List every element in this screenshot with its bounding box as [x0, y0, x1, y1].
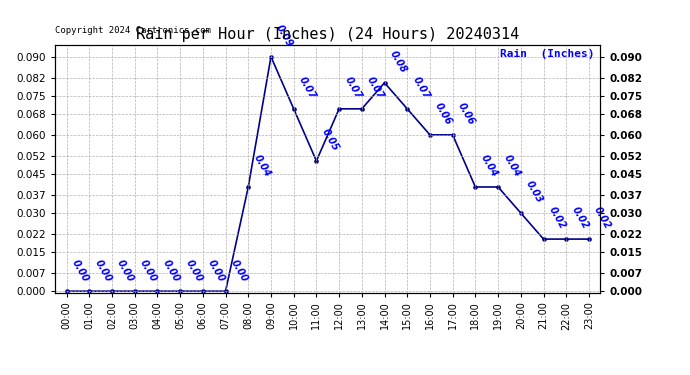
Text: 0.05: 0.05 [319, 128, 340, 153]
Text: 0.00: 0.00 [161, 258, 181, 284]
Text: 0.03: 0.03 [524, 180, 545, 205]
Text: 0.00: 0.00 [70, 258, 90, 284]
Text: 0.06: 0.06 [456, 101, 477, 127]
Text: 0.07: 0.07 [365, 75, 386, 101]
Title: Rain per Hour (Inches) (24 Hours) 20240314: Rain per Hour (Inches) (24 Hours) 202403… [136, 27, 520, 42]
Text: 0.07: 0.07 [297, 75, 318, 101]
Text: 0.00: 0.00 [184, 258, 204, 284]
Text: 0.00: 0.00 [115, 258, 136, 284]
Text: 0.08: 0.08 [388, 49, 408, 75]
Text: 0.02: 0.02 [547, 206, 568, 231]
Text: 0.04: 0.04 [502, 153, 522, 179]
Text: 0.00: 0.00 [229, 258, 250, 284]
Text: 0.06: 0.06 [433, 101, 454, 127]
Text: 0.07: 0.07 [411, 75, 431, 101]
Text: 0.00: 0.00 [138, 258, 159, 284]
Text: 0.02: 0.02 [592, 206, 613, 231]
Text: 0.04: 0.04 [479, 153, 500, 179]
Text: 0.00: 0.00 [92, 258, 113, 284]
Text: Copyright 2024 Cartronics.com: Copyright 2024 Cartronics.com [55, 26, 211, 35]
Text: Rain  (Inches): Rain (Inches) [500, 49, 595, 59]
Text: 0.02: 0.02 [570, 206, 591, 231]
Text: 0.00: 0.00 [206, 258, 227, 284]
Text: 0.09: 0.09 [275, 23, 295, 49]
Text: 0.07: 0.07 [342, 75, 363, 101]
Text: 0.04: 0.04 [252, 153, 273, 179]
